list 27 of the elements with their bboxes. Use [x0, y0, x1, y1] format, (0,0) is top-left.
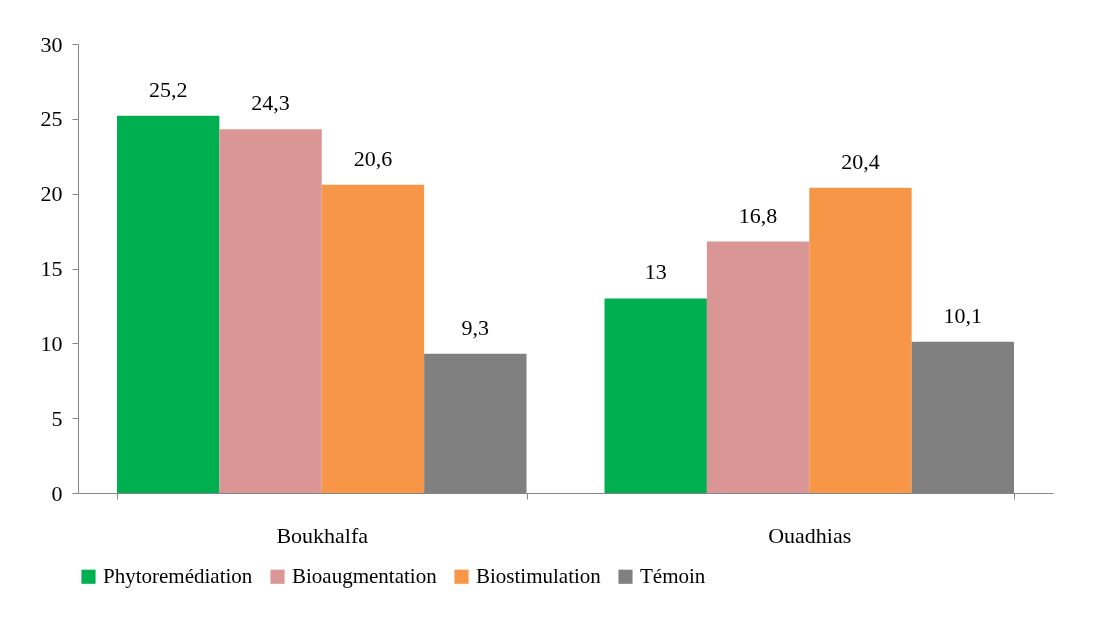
y-tick-label: 20 [40, 181, 63, 207]
legend-label: Témoin [640, 563, 706, 588]
data-label: 25,2 [148, 76, 188, 102]
data-label: 13 [644, 259, 667, 285]
x-tick-label: Boukhalfa [276, 522, 369, 548]
bar [604, 298, 707, 493]
y-tick-label: 0 [51, 480, 63, 506]
data-label: 9,3 [461, 314, 490, 340]
y-tick-label: 10 [40, 330, 63, 356]
data-label: 24,3 [251, 90, 290, 116]
y-tick-label: 15 [40, 256, 63, 281]
legend-label: Biostimulation [476, 563, 602, 588]
legend-label: Phytoremédiation [103, 563, 253, 588]
y-tick-label: 5 [51, 405, 63, 431]
bar [219, 129, 322, 493]
bar [321, 184, 425, 493]
data-label: 20,6 [353, 145, 393, 171]
bar [706, 241, 810, 493]
data-label: 20,4 [841, 148, 880, 174]
data-label: 10,1 [943, 302, 983, 328]
bar [117, 115, 220, 493]
y-tick-label: 30 [40, 31, 63, 57]
y-tick-label: 25 [40, 106, 63, 132]
legend-label: Bioaugmentation [292, 563, 438, 588]
x-tick-label: Ouadhias [768, 522, 852, 548]
bar [809, 187, 912, 493]
data-label: 16,8 [738, 202, 778, 228]
